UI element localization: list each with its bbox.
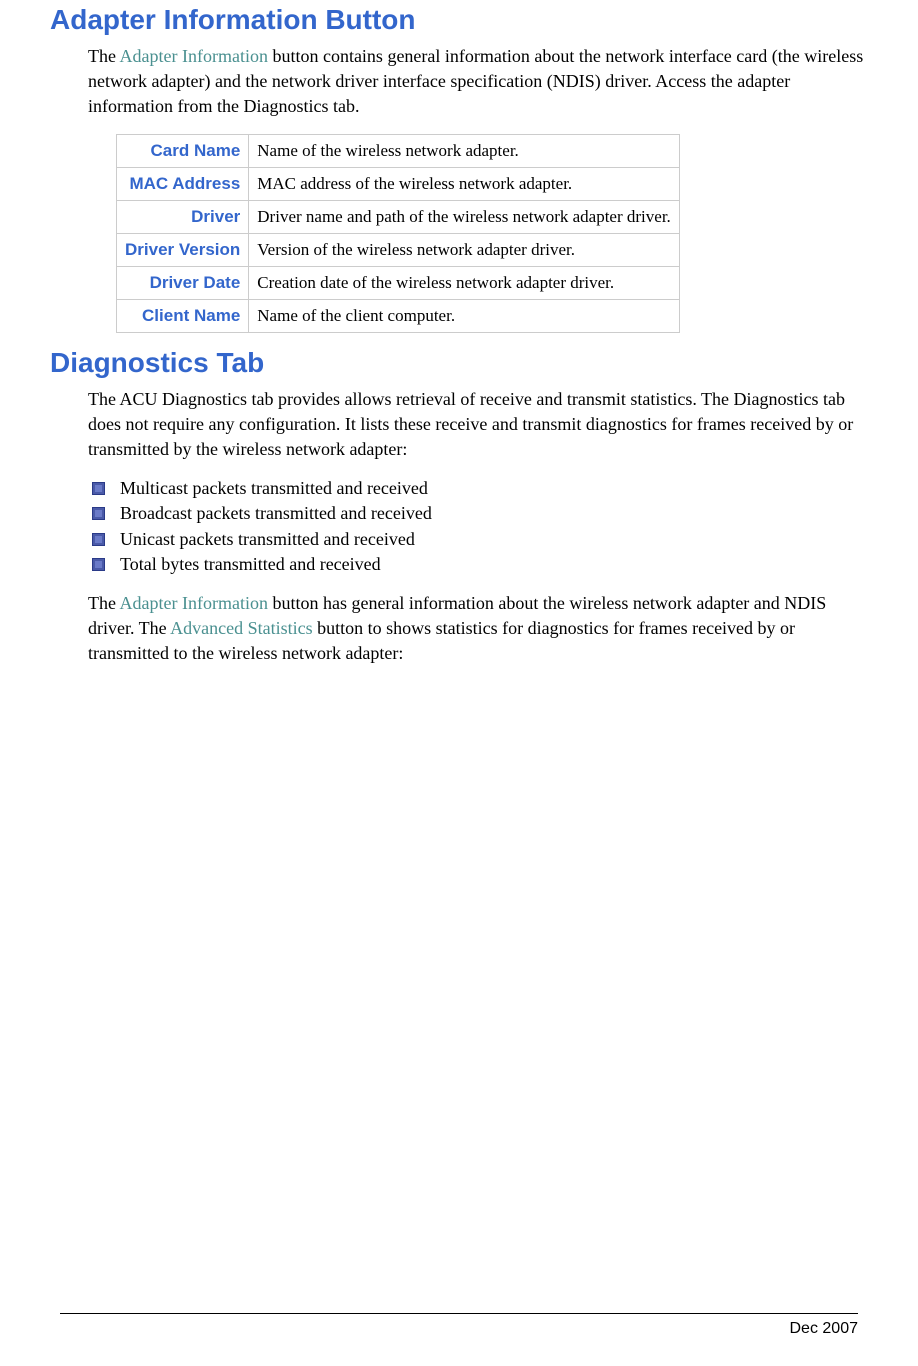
- table-label-cell: Client Name: [117, 299, 249, 332]
- adapter-information-link[interactable]: Adapter Information: [120, 593, 268, 613]
- list-item-text: Total bytes transmitted and received: [120, 554, 381, 574]
- adapter-information-link[interactable]: Adapter Information: [120, 46, 268, 66]
- bullet-icon: [92, 558, 105, 571]
- table-row: Driver Date Creation date of the wireles…: [117, 266, 680, 299]
- table-row: Driver Driver name and path of the wirel…: [117, 200, 680, 233]
- bullet-icon: [92, 507, 105, 520]
- list-item-text: Broadcast packets transmitted and receiv…: [120, 503, 432, 523]
- list-item: Total bytes transmitted and received: [92, 552, 868, 577]
- list-item-text: Unicast packets transmitted and received: [120, 529, 415, 549]
- section-heading-diagnostics: Diagnostics Tab: [50, 347, 868, 379]
- list-item-text: Multicast packets transmitted and receiv…: [120, 478, 428, 498]
- table-label-cell: Driver: [117, 200, 249, 233]
- footer-date: Dec 2007: [790, 1320, 859, 1337]
- diagnostics-bullet-list: Multicast packets transmitted and receiv…: [92, 476, 868, 577]
- adapter-info-intro: The Adapter Information button contains …: [88, 44, 868, 120]
- table-desc-cell: Name of the wireless network adapter.: [249, 134, 680, 167]
- bullet-icon: [92, 482, 105, 495]
- closing-text-pre: The: [88, 593, 120, 613]
- table-row: Client Name Name of the client computer.: [117, 299, 680, 332]
- bullet-icon: [92, 533, 105, 546]
- table-label-cell: MAC Address: [117, 167, 249, 200]
- table-desc-cell: Driver name and path of the wireless net…: [249, 200, 680, 233]
- adapter-info-table: Card Name Name of the wireless network a…: [116, 134, 680, 333]
- table-label-cell: Driver Date: [117, 266, 249, 299]
- intro-text-pre: The: [88, 46, 120, 66]
- section-heading-adapter-info: Adapter Information Button: [50, 4, 868, 36]
- table-row: Driver Version Version of the wireless n…: [117, 233, 680, 266]
- list-item: Multicast packets transmitted and receiv…: [92, 476, 868, 501]
- table-row: Card Name Name of the wireless network a…: [117, 134, 680, 167]
- table-desc-cell: Name of the client computer.: [249, 299, 680, 332]
- table-desc-cell: MAC address of the wireless network adap…: [249, 167, 680, 200]
- table-desc-cell: Creation date of the wireless network ad…: [249, 266, 680, 299]
- page-footer: Dec 2007: [60, 1313, 858, 1338]
- list-item: Broadcast packets transmitted and receiv…: [92, 501, 868, 526]
- diagnostics-intro: The ACU Diagnostics tab provides allows …: [88, 387, 868, 463]
- table-label-cell: Driver Version: [117, 233, 249, 266]
- table-row: MAC Address MAC address of the wireless …: [117, 167, 680, 200]
- advanced-statistics-link[interactable]: Advanced Statistics: [170, 618, 312, 638]
- table-desc-cell: Version of the wireless network adapter …: [249, 233, 680, 266]
- list-item: Unicast packets transmitted and received: [92, 527, 868, 552]
- table-label-cell: Card Name: [117, 134, 249, 167]
- diagnostics-closing: The Adapter Information button has gener…: [88, 591, 868, 667]
